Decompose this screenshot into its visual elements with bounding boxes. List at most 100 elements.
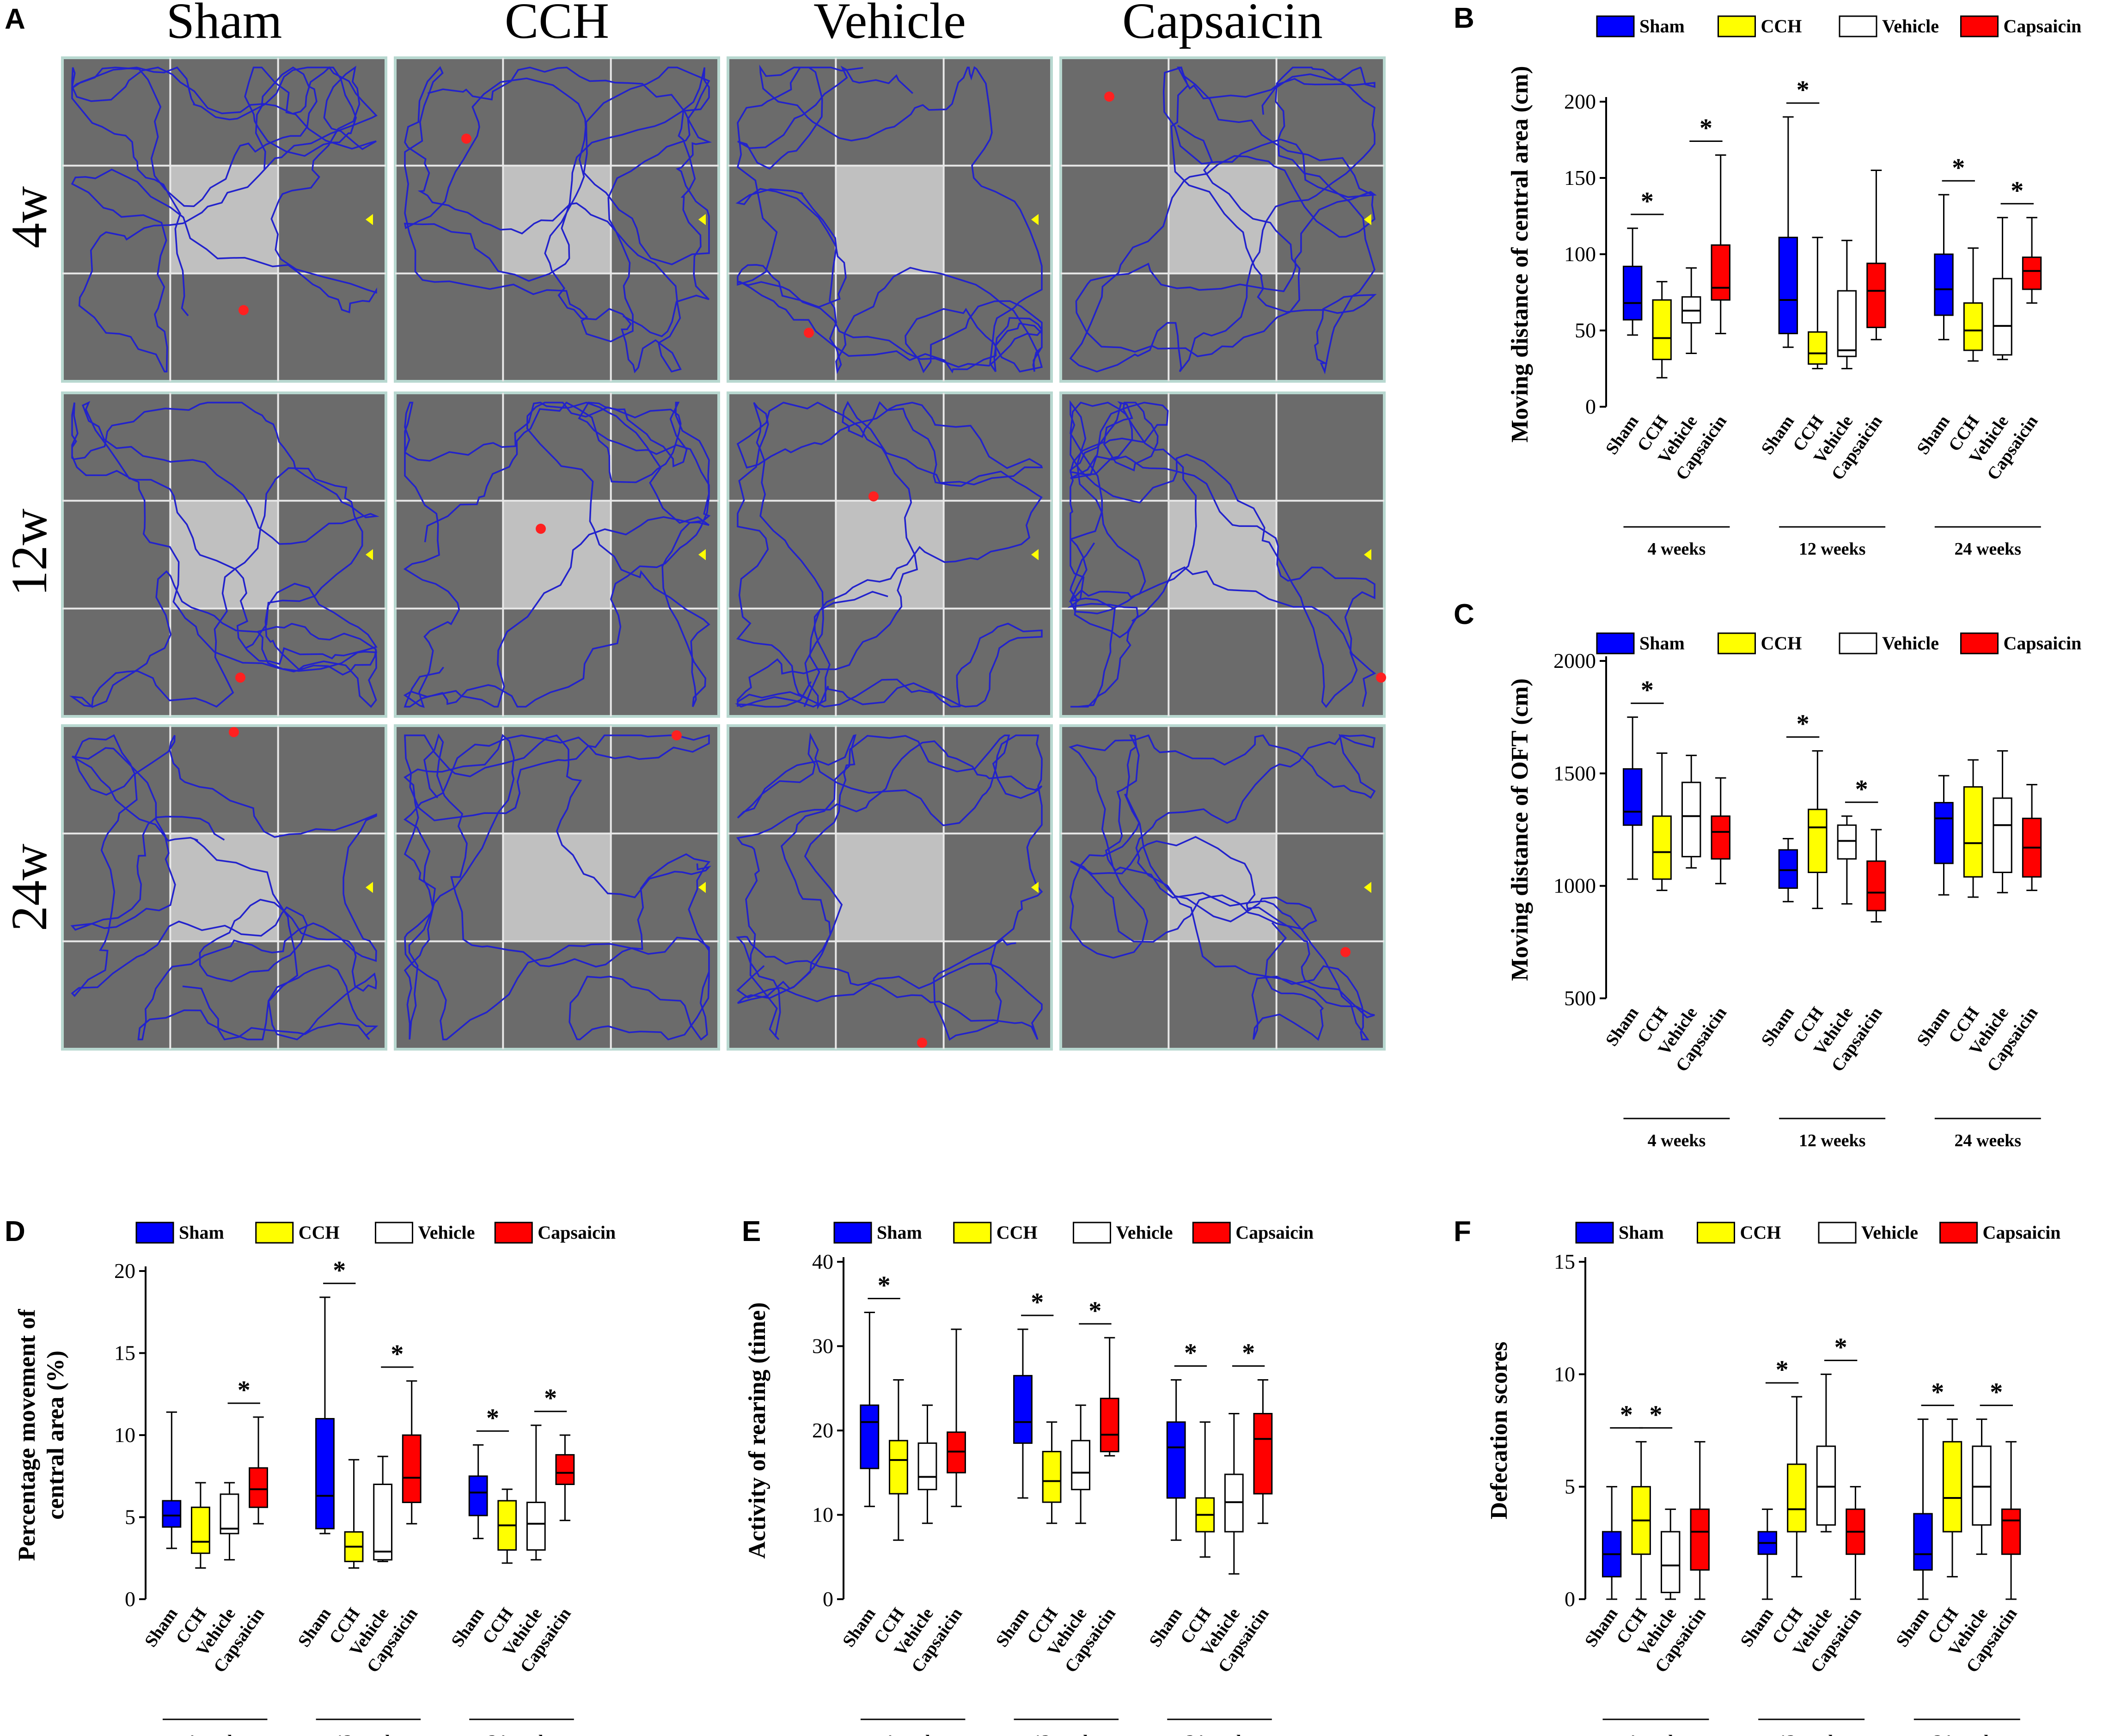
- legend-label-capsaicin: Capsaicin: [1983, 1222, 2061, 1243]
- y-tick-label: 5: [125, 1505, 135, 1529]
- box-4-weeks-cch: [1652, 281, 1672, 379]
- box-24-weeks-sham: [1934, 775, 1954, 896]
- significance-star: *: [1952, 153, 1965, 182]
- box-iqr: [1690, 1508, 1710, 1571]
- y-tick-label: 5: [1565, 1475, 1575, 1498]
- legend-label-cch: CCH: [1740, 1222, 1781, 1243]
- arena-24w-sham: [61, 724, 387, 1051]
- box-iqr: [373, 1484, 393, 1561]
- start-marker-icon: [1364, 214, 1371, 225]
- arena-center-zone: [836, 501, 944, 609]
- box-12-weeks-vehicle: [373, 1455, 393, 1562]
- panel-label-a: A: [5, 3, 25, 35]
- box-24-weeks-vehicle: [1224, 1413, 1244, 1575]
- panel-b-chart: B Sham CCH Vehicle Capsaicin 0 50 100 150 200 Movi…: [1454, 2, 2081, 559]
- y-tick-label: 10: [114, 1423, 135, 1447]
- box-iqr: [1934, 253, 1954, 316]
- x-category-label: Sham: [141, 1604, 182, 1650]
- trajectory-path: [403, 733, 712, 1041]
- y-axis-label: Percentage movement ofcentral area (%): [14, 1309, 69, 1561]
- group-label: 4 weeks: [1627, 1732, 1685, 1736]
- legend-swatch-vehicle: [1839, 632, 1877, 654]
- col-title-vehicle: Vehicle: [813, 0, 966, 49]
- x-category-label: Sham: [1602, 1003, 1643, 1050]
- significance-star: *: [1797, 710, 1810, 739]
- start-marker-icon: [1031, 214, 1039, 225]
- y-tick-label: 2000: [1553, 649, 1596, 672]
- panel-a-tracking: A Sham CCH Vehicle Capsaicin 4w 12w 24w: [1, 0, 1386, 1051]
- legend-swatch-vehicle: [1073, 1222, 1111, 1244]
- legend-swatch-cch: [953, 1222, 992, 1244]
- significance-star: *: [333, 1256, 346, 1285]
- y-tick-label: 0: [125, 1587, 135, 1611]
- start-marker-icon: [1031, 882, 1039, 893]
- arena-center-zone: [503, 501, 611, 609]
- legend-swatch-cch: [1718, 15, 1756, 37]
- box-12-weeks-cch: [344, 1459, 364, 1569]
- row-title-12w: 12w: [1, 508, 57, 596]
- panel-f-chart: F Sham CCH Vehicle Capsaicin 0 5 10 15 Defecation…: [1454, 1216, 2060, 1736]
- box-iqr: [1866, 860, 1886, 911]
- box-iqr: [1661, 1531, 1681, 1593]
- x-category-label: Sham: [1602, 412, 1643, 458]
- y-tick-label: 1000: [1553, 874, 1596, 898]
- box-iqr: [1166, 1421, 1186, 1499]
- significance-star: *: [1641, 187, 1654, 216]
- box-24-weeks-sham: [468, 1444, 488, 1540]
- panel-label-f: F: [1454, 1216, 1471, 1247]
- significance-star: *: [238, 1376, 251, 1405]
- significance-star: *: [1031, 1288, 1044, 1317]
- box-iqr: [1778, 237, 1798, 335]
- trajectory-path: [736, 733, 1043, 1041]
- y-tick-label: 0: [1565, 1587, 1575, 1611]
- trajectory-path: [403, 401, 711, 708]
- box-24-weeks-capsaicin: [1253, 1379, 1273, 1524]
- box-12-weeks-sham: [1013, 1328, 1033, 1499]
- y-axis-label: Moving distance of OFT (cm): [1507, 679, 1533, 981]
- legend-label-sham: Sham: [179, 1222, 224, 1243]
- box-iqr: [1711, 815, 1730, 860]
- significance-star: *: [1700, 114, 1712, 143]
- box-iqr: [1013, 1375, 1033, 1444]
- panel-label-e: E: [742, 1216, 761, 1247]
- legend-label-sham: Sham: [1639, 16, 1685, 37]
- significance-star: *: [1797, 76, 1810, 104]
- legend-swatch-sham: [1596, 632, 1635, 654]
- box-iqr: [1866, 263, 1886, 328]
- significance-star: *: [878, 1271, 891, 1300]
- legend-label-cch: CCH: [1761, 633, 1802, 654]
- x-category-label: Sham: [1913, 1003, 1954, 1050]
- legend-swatch-cch: [1697, 1222, 1735, 1244]
- trajectory-path: [1067, 400, 1376, 708]
- box-4-weeks-cch: [1652, 752, 1672, 891]
- arena-24w-capsaicin: [1059, 724, 1386, 1051]
- y-tick-label: 500: [1564, 986, 1596, 1010]
- box-iqr: [468, 1475, 488, 1516]
- significance-star: *: [1088, 1296, 1101, 1325]
- x-category-label: Sham: [1913, 412, 1954, 458]
- box-4-weeks-vehicle: [220, 1482, 239, 1561]
- start-marker-icon: [1031, 549, 1039, 560]
- box-iqr: [1963, 786, 1983, 878]
- start-marker-icon: [366, 549, 373, 560]
- box-4-weeks-capsaicin: [249, 1416, 268, 1525]
- end-marker-icon: [1340, 947, 1351, 957]
- significance-star: *: [2011, 177, 2024, 205]
- trajectory-path: [735, 401, 1043, 710]
- box-4-weeks-sham: [1622, 227, 1643, 336]
- end-marker-icon: [235, 672, 245, 683]
- box-iqr: [1100, 1398, 1119, 1453]
- box-iqr: [220, 1493, 239, 1534]
- x-category-label: Sham: [1581, 1604, 1622, 1650]
- group-label: 12 weeks: [335, 1732, 402, 1736]
- legend-label-capsaicin: Capsaicin: [2004, 16, 2082, 37]
- box-iqr: [2001, 1508, 2021, 1555]
- y-axis-label: Moving distance of central area (cm): [1507, 66, 1533, 443]
- x-category-label: Sham: [1758, 412, 1798, 458]
- significance-star: *: [391, 1340, 403, 1369]
- box-iqr: [1042, 1451, 1062, 1503]
- box-iqr: [1622, 768, 1643, 826]
- x-category-label: Sham: [294, 1604, 335, 1650]
- box-24-weeks-vehicle: [1993, 217, 2012, 361]
- box-12-weeks-vehicle: [1837, 815, 1857, 905]
